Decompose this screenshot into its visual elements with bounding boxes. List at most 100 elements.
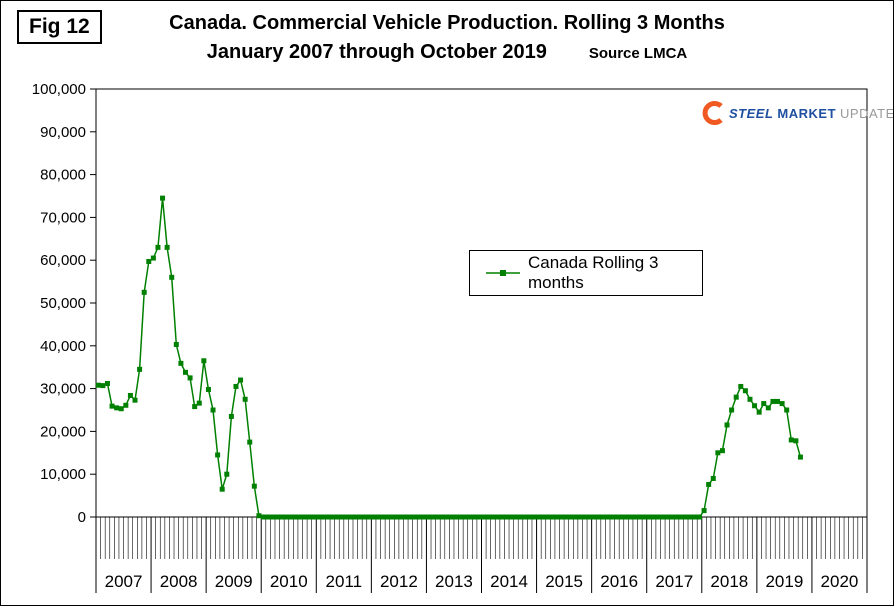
data-point-marker (664, 514, 670, 520)
data-point-marker (605, 514, 611, 520)
plot-border (95, 88, 868, 518)
legend-series-label: Canada Rolling 3 months (528, 253, 659, 292)
chart-subtitle: January 2007 through October 2019 (206, 41, 547, 63)
logo-swoosh-icon (702, 101, 723, 125)
data-point-marker (357, 514, 363, 520)
data-point-marker (775, 398, 781, 404)
data-point-marker (692, 514, 698, 520)
x-year-label: 2013 (435, 572, 473, 591)
x-year-label: 2019 (765, 572, 803, 591)
y-tick-label: 40,000 (40, 338, 86, 355)
data-point-marker (797, 454, 803, 460)
data-series (95, 195, 803, 520)
data-point-marker (669, 514, 675, 520)
data-point-marker (389, 514, 395, 520)
data-point-marker (228, 413, 234, 419)
legend: Canada Rolling 3 months (469, 250, 703, 296)
data-point-marker (316, 514, 322, 520)
data-point-marker (302, 514, 308, 520)
data-point-marker (582, 514, 588, 520)
data-point-marker (141, 289, 147, 295)
data-point-marker (104, 380, 110, 386)
data-point-marker (293, 514, 299, 520)
y-tick-label: 50,000 (40, 295, 86, 312)
data-point-marker (793, 438, 799, 444)
legend-series-marker-icon (486, 270, 520, 276)
data-point-marker (738, 383, 744, 389)
data-point-marker (251, 483, 257, 489)
figure-number-label: Fig 12 (17, 10, 102, 44)
data-point-marker (329, 514, 335, 520)
x-year-label: 2010 (270, 572, 308, 591)
data-point-marker (320, 514, 326, 520)
data-point-marker (724, 422, 730, 428)
data-point-marker (352, 514, 358, 520)
data-point-marker (577, 514, 583, 520)
data-point-marker (265, 514, 271, 520)
data-point-marker (458, 514, 464, 520)
data-point-marker (779, 401, 785, 407)
data-point-marker (641, 514, 647, 520)
data-point-marker (348, 514, 354, 520)
data-point-marker (527, 514, 533, 520)
data-point-marker (481, 514, 487, 520)
x-year-label: 2011 (326, 572, 363, 591)
data-point-marker (453, 514, 459, 520)
data-point-marker (325, 514, 331, 520)
data-point-marker (274, 514, 280, 520)
data-point-marker (109, 403, 115, 409)
data-point-marker (444, 514, 450, 520)
data-point-marker (784, 407, 790, 413)
data-point-marker (687, 514, 693, 520)
data-point-marker (146, 258, 152, 264)
data-point-marker (788, 437, 794, 443)
data-point-marker (485, 514, 491, 520)
data-point-marker (160, 195, 166, 201)
x-year-label: 2014 (490, 572, 528, 591)
data-point-marker (306, 514, 312, 520)
data-point-marker (596, 514, 602, 520)
data-point-marker (467, 514, 473, 520)
data-point-marker (311, 514, 317, 520)
data-point-marker (173, 342, 179, 348)
data-point-marker (421, 514, 427, 520)
data-point-marker (375, 514, 381, 520)
data-point-marker (623, 514, 629, 520)
data-point-marker (178, 360, 184, 366)
data-point-marker (563, 514, 569, 520)
data-point-marker (403, 514, 409, 520)
data-point-marker (371, 514, 377, 520)
data-point-marker (568, 514, 574, 520)
data-point-marker (137, 366, 143, 372)
data-point-marker (210, 407, 216, 413)
data-point-marker (710, 475, 716, 481)
data-point-marker (462, 514, 468, 520)
data-point-marker (384, 514, 390, 520)
data-point-marker (550, 514, 556, 520)
data-point-marker (435, 514, 441, 520)
data-point-marker (155, 244, 161, 250)
data-point-marker (247, 439, 253, 445)
data-point-marker (196, 400, 202, 406)
y-tick-label: 80,000 (40, 167, 86, 184)
logo-text-market: MARKET (777, 105, 837, 121)
data-point-marker (508, 514, 514, 520)
data-point-marker (651, 514, 657, 520)
data-point-marker (513, 514, 519, 520)
data-point-marker (747, 396, 753, 402)
y-axis: 0 10,000 20,000 30,000 40,000 50,000 60,000 70,… (32, 81, 96, 526)
data-point-marker (660, 514, 666, 520)
data-point-marker (417, 514, 423, 520)
data-point-marker (545, 514, 551, 520)
data-point-marker (729, 407, 735, 413)
data-point-marker (518, 514, 524, 520)
data-point-marker (637, 514, 643, 520)
data-point-marker (398, 514, 404, 520)
data-point-marker (283, 514, 289, 520)
data-point-marker (150, 255, 156, 261)
data-point-marker (187, 375, 193, 381)
data-point-marker (554, 514, 560, 520)
data-point-marker (628, 514, 634, 520)
x-year-label: 2009 (215, 572, 253, 591)
